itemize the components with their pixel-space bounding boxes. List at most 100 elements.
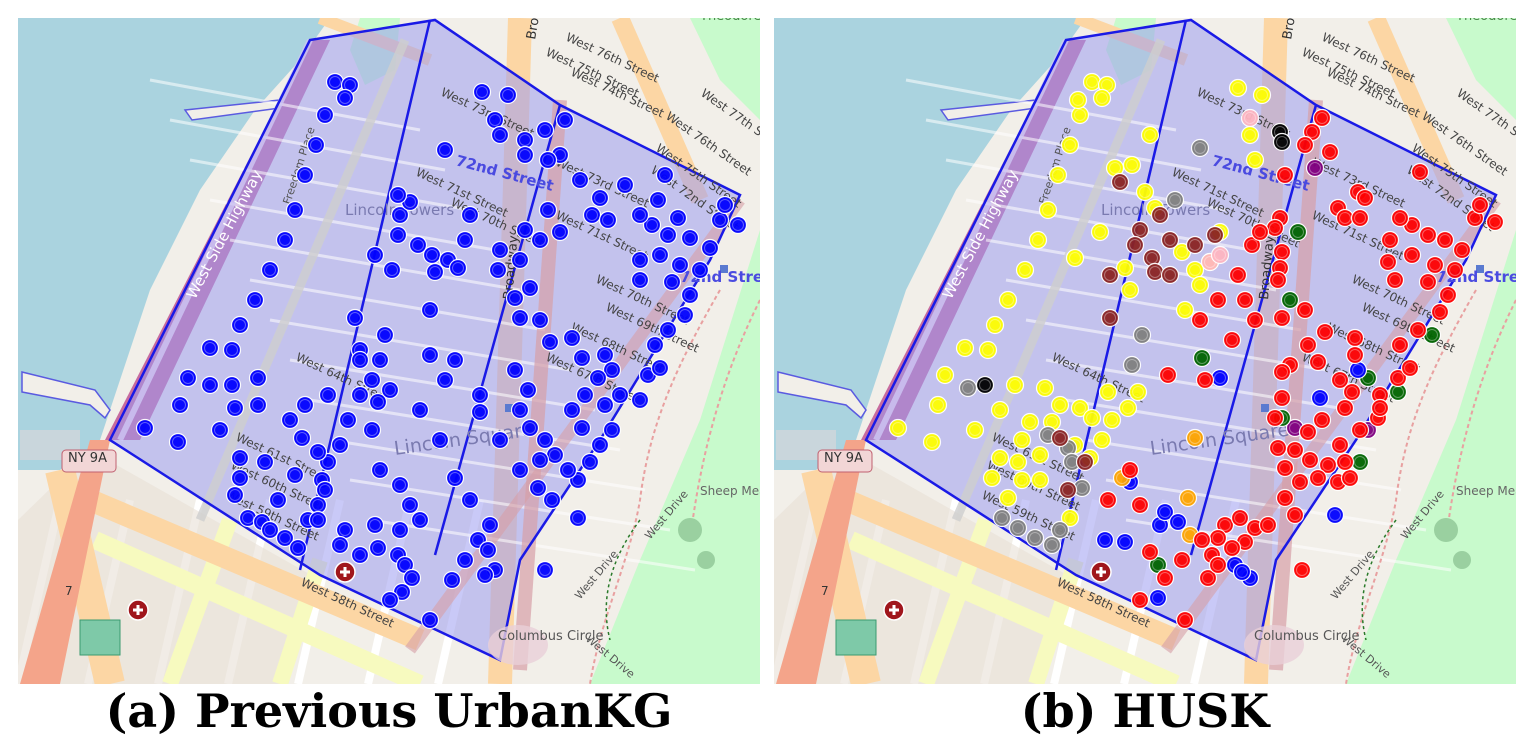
- poi-marker: [402, 568, 422, 588]
- poi-marker: [318, 385, 338, 405]
- poi-marker: [1095, 530, 1115, 550]
- poi-marker: [1285, 505, 1305, 525]
- park-pond-2: [1453, 551, 1471, 569]
- poi-marker-inner: [1269, 412, 1281, 424]
- poi-marker: [1312, 108, 1332, 128]
- poi-marker-inner: [1239, 294, 1251, 306]
- poi-marker: [285, 200, 305, 220]
- poi-marker-inner: [1194, 142, 1206, 154]
- poi-marker: [1110, 172, 1130, 192]
- poi-marker-inner: [539, 434, 551, 446]
- poi-marker: [978, 340, 998, 360]
- poi-marker: [280, 410, 300, 430]
- poi-marker: [1190, 138, 1210, 158]
- poi-marker: [1050, 395, 1070, 415]
- poi-marker-inner: [1226, 542, 1238, 554]
- poi-marker-inner: [1039, 382, 1051, 394]
- poi-marker: [1342, 382, 1362, 402]
- poi-marker-inner: [299, 169, 311, 181]
- poi-marker: [535, 430, 555, 450]
- poi-marker: [1008, 518, 1028, 538]
- poi-marker-inner: [1219, 519, 1231, 531]
- poi-marker: [222, 375, 242, 395]
- grid-street: [329, 438, 646, 492]
- poi-marker: [928, 395, 948, 415]
- poi-marker: [662, 272, 682, 292]
- poi-marker: [1185, 428, 1205, 448]
- poi-marker-inner: [384, 594, 396, 606]
- poi-marker-inner: [464, 209, 476, 221]
- hudson-river: [774, 18, 1086, 470]
- poi-marker-inner: [1179, 304, 1191, 316]
- poi-marker: [1175, 610, 1195, 630]
- poi-marker-inner: [1422, 229, 1434, 241]
- poi-marker: [1402, 245, 1422, 265]
- poi-marker: [365, 515, 385, 535]
- poi-marker-inner: [342, 414, 354, 426]
- poi-marker: [700, 238, 720, 258]
- poi-marker: [1025, 528, 1045, 548]
- poi-marker: [365, 245, 385, 265]
- hospital-icon: [334, 561, 356, 583]
- poi-marker: [998, 488, 1018, 508]
- poi-marker-inner: [1064, 139, 1076, 151]
- poi-marker-inner: [1449, 264, 1461, 276]
- poi-marker: [1038, 200, 1058, 220]
- poi-marker: [1015, 260, 1035, 280]
- poi-marker: [935, 365, 955, 385]
- poi-marker-inner: [996, 512, 1008, 524]
- poi-marker-inner: [672, 212, 684, 224]
- poi-marker: [1250, 222, 1270, 242]
- poi-marker: [630, 390, 650, 410]
- poi-marker: [1058, 480, 1078, 500]
- poi-marker-inner: [446, 574, 458, 586]
- poi-marker-inner: [322, 389, 334, 401]
- poi-marker-inner: [464, 494, 476, 506]
- map-svg-b: Theodore Roosevelt ParkWest Side Highway…: [774, 18, 1516, 684]
- poi-marker: [562, 328, 582, 348]
- poi-marker-inner: [406, 572, 418, 584]
- poi-marker: [1272, 362, 1292, 382]
- subway-station: [505, 404, 513, 412]
- poi-marker: [1275, 165, 1295, 185]
- poi-marker: [888, 418, 908, 438]
- poi-marker-inner: [514, 254, 526, 266]
- poi-marker: [630, 270, 650, 290]
- poi-marker: [1445, 260, 1465, 280]
- poi-marker: [1268, 270, 1288, 290]
- poi-marker: [1120, 280, 1140, 300]
- poi-marker: [1292, 560, 1312, 580]
- poi-marker: [542, 490, 562, 510]
- poi-marker: [1160, 230, 1180, 250]
- poi-marker: [1438, 285, 1458, 305]
- poi-marker: [1435, 230, 1455, 250]
- poi-marker-inner: [494, 129, 506, 141]
- poi-marker-inner: [234, 452, 246, 464]
- poi-marker-inner: [449, 472, 461, 484]
- poi-marker-inner: [312, 446, 324, 458]
- poi-marker: [1272, 388, 1292, 408]
- poi-marker: [1228, 265, 1248, 285]
- poi-marker: [1288, 222, 1308, 242]
- poi-marker-inner: [1272, 274, 1284, 286]
- yellow-road-3: [272, 557, 328, 684]
- poi-marker-inner: [1019, 264, 1031, 276]
- poi-marker-inner: [562, 464, 574, 476]
- poi-marker-inner: [989, 319, 1001, 331]
- poi-marker-inner: [1362, 372, 1374, 384]
- poi-marker: [680, 285, 700, 305]
- poi-marker: [1275, 458, 1295, 478]
- poi-marker-inner: [599, 399, 611, 411]
- poi-marker: [275, 230, 295, 250]
- poi-marker: [982, 468, 1002, 488]
- poi-marker-inner: [1152, 592, 1164, 604]
- poi-marker: [642, 215, 662, 235]
- poi-marker-inner: [1296, 564, 1308, 576]
- poi-marker: [690, 260, 710, 280]
- poi-marker-inner: [424, 349, 436, 361]
- poi-marker: [1410, 162, 1430, 182]
- poi-marker: [1012, 430, 1032, 450]
- poi-marker-inner: [1309, 162, 1321, 174]
- poi-marker: [728, 215, 748, 235]
- poi-marker-inner: [214, 424, 226, 436]
